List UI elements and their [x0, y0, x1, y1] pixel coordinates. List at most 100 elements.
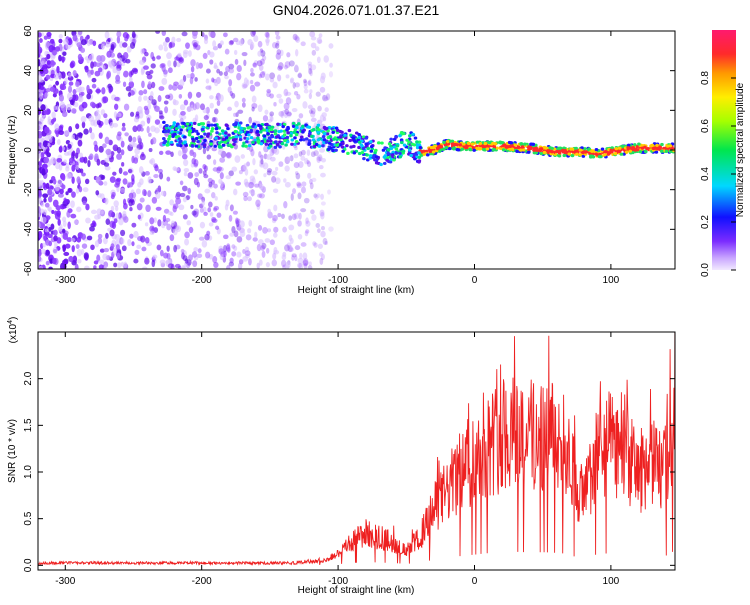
heatmap-trace-cell	[165, 143, 170, 147]
heatmap-trace-cell	[513, 143, 518, 147]
heatmap-trace-cell	[283, 139, 287, 143]
heatmap-trace-cell	[452, 146, 456, 150]
heatmap-cell	[150, 125, 156, 132]
heatmap-cell	[92, 40, 97, 47]
heatmap-cell	[133, 258, 139, 264]
heatmap-cell	[281, 254, 287, 261]
heatmap-trace-cell	[276, 122, 280, 126]
heatmap-cell	[79, 152, 83, 158]
heatmap-cell	[132, 136, 137, 143]
heatmap-cell	[284, 108, 290, 115]
heatmap-trace-cell	[317, 144, 322, 148]
heatmap-cell	[286, 242, 292, 249]
heatmap-cell	[116, 35, 121, 44]
heatmap-cell	[209, 102, 214, 109]
heatmap-cell	[156, 244, 162, 251]
heatmap-cell	[84, 178, 90, 185]
heatmap-trace-cell	[301, 124, 305, 128]
heatmap-cell	[73, 94, 79, 102]
heatmap-cell	[182, 148, 187, 157]
heatmap-trace-cell	[214, 127, 219, 131]
heatmap-cell	[300, 41, 306, 47]
heatmap-trace-cell	[162, 120, 166, 125]
heatmap-cell	[228, 40, 234, 46]
heatmap-cell	[77, 139, 83, 147]
heatmap-trace-cell	[326, 129, 330, 133]
heatmap-cell	[142, 188, 147, 197]
heatmap-trace-cell	[475, 144, 479, 148]
heatmap-trace-cell	[597, 155, 602, 159]
heatmap-cell	[275, 166, 279, 172]
heatmap-trace-cell	[515, 149, 519, 153]
heatmap-cell	[322, 94, 328, 102]
heatmap-cell	[44, 231, 50, 236]
heatmap-cell	[232, 37, 239, 43]
heatmap-cell	[192, 151, 197, 158]
heatmap-cell	[271, 175, 277, 183]
heatmap-cell	[152, 56, 156, 62]
colorbar-tick-label: 0.4	[700, 167, 711, 181]
heatmap-cell	[265, 262, 270, 268]
heatmap-cell	[49, 86, 56, 92]
heatmap-trace-cell	[410, 142, 414, 146]
heatmap-cell	[273, 102, 277, 107]
heatmap-trace-cell	[253, 138, 258, 142]
heatmap-trace-cell	[265, 128, 269, 133]
heatmap-cell	[303, 88, 309, 94]
heatmap-cell	[86, 84, 90, 93]
heatmap-cell	[253, 60, 259, 65]
heatmap-trace-cell	[345, 144, 349, 148]
heatmap-cell	[41, 168, 46, 176]
heatmap-cell	[52, 199, 59, 208]
heatmap-cell	[52, 257, 57, 265]
heatmap-cell	[127, 239, 132, 247]
heatmap-trace-cell	[291, 121, 296, 126]
heatmap-trace-cell	[578, 148, 583, 152]
heatmap-trace-cell	[578, 153, 583, 157]
heatmap-cell	[224, 203, 229, 211]
heatmap-cell	[93, 265, 97, 269]
heatmap-cell	[144, 51, 149, 57]
heatmap-trace-cell	[435, 147, 440, 151]
heatmap-cell	[260, 50, 266, 57]
heatmap-cell	[160, 190, 165, 196]
heatmap-trace-cell	[223, 140, 228, 144]
heatmap-cell	[283, 88, 289, 97]
heatmap-cell	[309, 31, 316, 38]
heatmap-cell	[51, 209, 55, 214]
heatmap-trace-cell	[316, 130, 320, 134]
heatmap-trace-cell	[265, 122, 269, 126]
heatmap-cell	[46, 53, 51, 60]
heatmap-cell	[185, 42, 190, 48]
heatmap-trace-cell	[311, 127, 316, 132]
heatmap-cell	[252, 31, 257, 36]
heatmap-cell	[159, 259, 166, 265]
heatmap-trace-cell	[569, 147, 573, 151]
heatmap-cell	[248, 181, 254, 189]
heatmap-trace-cell	[273, 145, 278, 149]
heatmap-cell	[318, 33, 323, 38]
heatmap-trace-cell	[164, 123, 169, 128]
heatmap-cell	[261, 250, 266, 258]
heatmap-trace-cell	[259, 126, 263, 130]
snr-frame	[37, 331, 676, 571]
heatmap-trace-cell	[277, 129, 281, 134]
heatmap-cell	[197, 193, 203, 200]
heatmap-cell	[177, 150, 182, 157]
heatmap-cell	[239, 38, 244, 46]
heatmap-trace-cell	[278, 140, 282, 144]
heatmap-cell	[306, 149, 311, 156]
heatmap-trace-cell	[549, 149, 554, 153]
heatmap-trace-cell	[270, 135, 275, 139]
heatmap-trace-cell	[632, 143, 637, 147]
heatmap-cell	[328, 43, 334, 49]
heatmap-cell	[39, 78, 44, 83]
heatmap-cell	[172, 98, 177, 105]
heatmap-trace-cell	[172, 121, 177, 125]
heatmap-cell	[187, 50, 192, 57]
heatmap-cell	[300, 186, 306, 194]
heatmap-trace-cell	[238, 137, 243, 142]
heatmap-trace-cell	[171, 134, 175, 139]
spectrogram-x-tick-label: -200	[192, 275, 212, 286]
heatmap-trace-cell	[267, 125, 272, 130]
